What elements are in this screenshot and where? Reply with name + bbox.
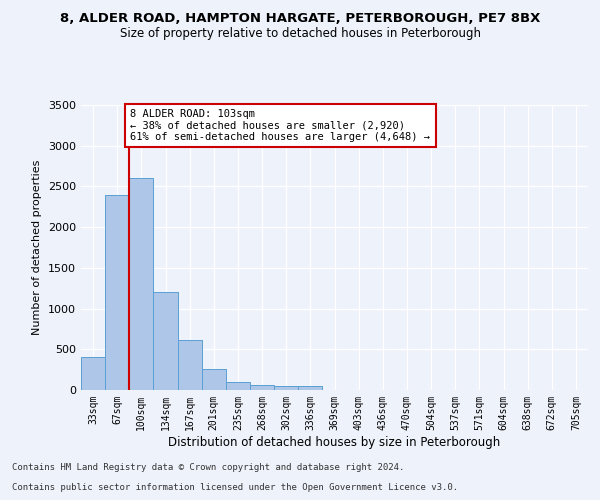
- Bar: [274, 386, 298, 390]
- Text: Size of property relative to detached houses in Peterborough: Size of property relative to detached ho…: [119, 28, 481, 40]
- Bar: [178, 340, 202, 390]
- Text: Contains public sector information licensed under the Open Government Licence v3: Contains public sector information licen…: [12, 484, 458, 492]
- Y-axis label: Number of detached properties: Number of detached properties: [32, 160, 43, 335]
- Bar: [154, 292, 178, 390]
- Bar: [129, 178, 154, 390]
- Bar: [250, 385, 274, 390]
- Text: 8 ALDER ROAD: 103sqm
← 38% of detached houses are smaller (2,920)
61% of semi-de: 8 ALDER ROAD: 103sqm ← 38% of detached h…: [130, 109, 430, 142]
- Bar: [298, 386, 322, 390]
- Bar: [105, 194, 129, 390]
- X-axis label: Distribution of detached houses by size in Peterborough: Distribution of detached houses by size …: [169, 436, 500, 448]
- Bar: [202, 369, 226, 390]
- Text: Contains HM Land Registry data © Crown copyright and database right 2024.: Contains HM Land Registry data © Crown c…: [12, 464, 404, 472]
- Bar: [226, 382, 250, 390]
- Bar: [81, 358, 105, 390]
- Text: 8, ALDER ROAD, HAMPTON HARGATE, PETERBOROUGH, PE7 8BX: 8, ALDER ROAD, HAMPTON HARGATE, PETERBOR…: [60, 12, 540, 26]
